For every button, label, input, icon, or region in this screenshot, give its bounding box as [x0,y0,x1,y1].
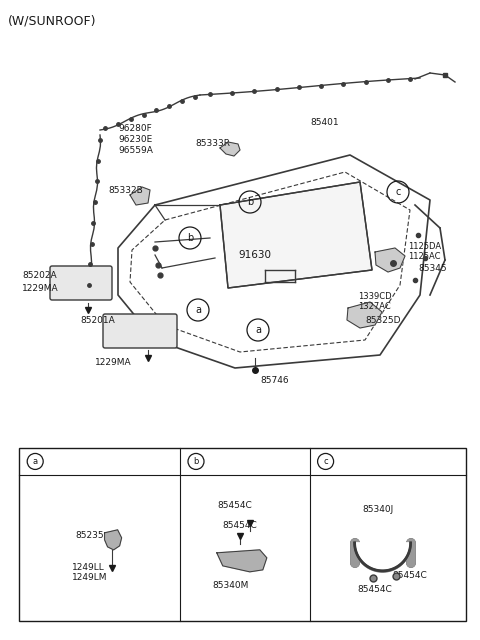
Polygon shape [375,248,405,272]
Text: 85202A: 85202A [22,271,57,280]
Polygon shape [347,302,382,328]
Text: a: a [195,305,201,315]
Text: a: a [33,457,38,466]
Text: 85454C: 85454C [217,501,252,510]
Text: 96230E: 96230E [118,134,152,143]
Text: 1327AC: 1327AC [358,301,391,310]
Text: 1229MA: 1229MA [95,358,132,367]
Polygon shape [130,187,150,205]
Text: 1249LM: 1249LM [72,573,107,582]
Text: 85345: 85345 [418,264,446,273]
Text: 85333R: 85333R [195,138,230,147]
Text: 85340M: 85340M [213,581,249,590]
Text: 1125AC: 1125AC [408,252,441,260]
Text: 1339CD: 1339CD [358,291,392,301]
Text: 85235: 85235 [75,531,104,540]
FancyBboxPatch shape [103,314,177,348]
Polygon shape [105,530,121,550]
Text: 85332B: 85332B [108,186,143,195]
Text: 85201A: 85201A [80,316,115,324]
Text: 85401: 85401 [310,118,338,127]
Text: 85454C: 85454C [393,572,427,580]
Text: (W/SUNROOF): (W/SUNROOF) [8,14,96,27]
Text: 85325D: 85325D [365,316,400,324]
Text: c: c [324,457,328,466]
Polygon shape [217,550,267,572]
Text: 1125DA: 1125DA [408,241,441,250]
Text: 96559A: 96559A [118,145,153,154]
Text: 85340J: 85340J [362,506,394,515]
Text: 96280F: 96280F [118,124,152,132]
Text: 85746: 85746 [260,376,288,385]
Text: b: b [247,197,253,207]
Text: c: c [396,187,401,197]
Polygon shape [355,543,410,571]
Text: b: b [193,457,199,466]
Polygon shape [220,142,240,156]
Text: 85454C: 85454C [223,522,258,531]
Text: 85454C: 85454C [358,586,392,595]
Polygon shape [220,182,372,288]
Text: b: b [187,233,193,243]
FancyBboxPatch shape [50,266,112,300]
Text: a: a [255,325,261,335]
Bar [19,448,466,621]
Text: 1229MA: 1229MA [22,284,59,292]
Text: 91630: 91630 [239,250,272,260]
Text: 1249LL: 1249LL [72,563,104,572]
